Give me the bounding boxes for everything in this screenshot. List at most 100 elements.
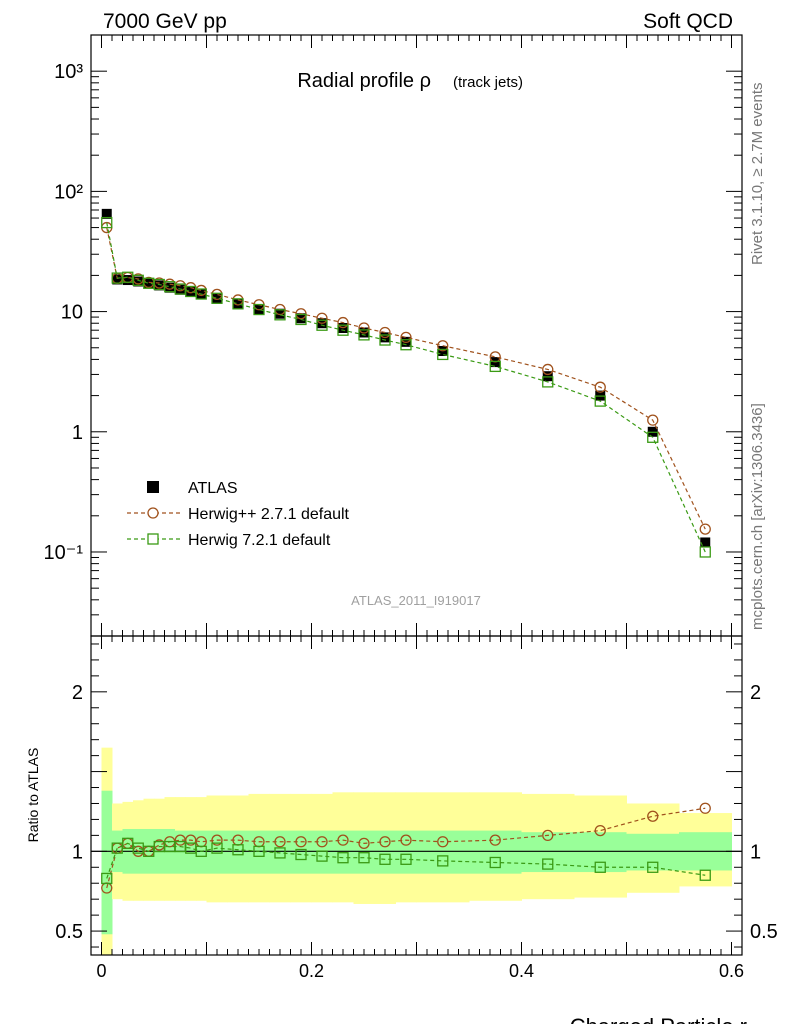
herwigpp-point [379,326,391,339]
herwig7-point [542,376,554,388]
herwigpp-point [594,381,606,393]
herwig7-point [489,856,501,869]
herwig7-point [232,844,244,856]
legend-label: Herwig 7.2.1 default [188,532,331,549]
herwig7-point [358,852,370,864]
herwig7-point [316,850,328,862]
atlas-data-point [700,537,711,548]
herwig7-point [101,216,113,229]
y-tick-label: 1 [72,422,83,444]
herwig7-point [437,348,449,361]
mcplots-label: mcplots.cern.ch [arXiv:1306.3436] [749,403,766,630]
ratio-y-tick-label-right: 2 [750,682,761,704]
atlas-data-point [133,276,144,287]
herwig7-point [437,855,449,867]
herwigpp-point [699,802,711,814]
header-left-label: 7000 GeV pp [103,10,227,33]
herwig7-point [274,309,286,321]
herwig7-point [195,845,207,857]
ratio-y-tick-label: 0.5 [55,921,83,943]
legend-circle-marker [147,507,159,519]
herwig7-point [699,546,711,558]
herwigpp-point [400,331,412,344]
ratio-uncertainty-bands [91,747,742,955]
header-right-label: Soft QCD [643,10,733,33]
ratio-band-inner [196,830,207,874]
herwig7-line [106,222,706,553]
atlas-data-point [143,278,154,289]
y-tick-label: 10⁻¹ [44,542,84,564]
main-plot-area [101,208,711,558]
analysis-watermark: ATLAS_2011_I919017 [351,593,481,608]
ratio-y-tick-label: 1 [72,841,83,863]
herwigpp-point [437,340,449,352]
herwigpp-point [699,523,711,535]
herwig7-point [274,847,286,859]
atlas-data-point [254,304,264,315]
herwig7-point [542,858,554,870]
herwigpp-point [274,836,286,848]
herwigpp-point [358,837,370,849]
rivet-version-label: Rivet 3.1.10, ≥ 2.7M events [749,83,766,266]
herwigpp-point [316,836,328,848]
ratio-band-inner [574,832,627,873]
herwig7-point [337,324,349,336]
atlas-data-point [122,275,133,286]
ratio-band-inner [206,830,228,874]
ratio-plot-area [101,802,711,894]
y-tick-label: 10³ [54,61,83,83]
ratio-band-inner [185,830,197,874]
herwigpp-point [211,834,223,846]
main-y-axis-ticks: 10⁻¹ 1 10 10² 10³ [44,34,742,637]
herwigpp-point [358,322,370,334]
ratio-band-inner [227,830,249,874]
herwig7-point [594,395,606,407]
atlas-data-point [185,286,196,297]
x-tick-label: 0.2 [299,961,324,981]
ratio-y-axis-label: Ratio to ATLAS [25,748,41,843]
ratio-band-inner [395,830,417,874]
herwigpp-point [400,834,412,846]
chart-title-suffix: (track jets) [453,74,523,91]
herwig7-point [379,334,391,346]
ratio-band-inner [626,833,680,871]
herwig7-point [647,861,659,873]
herwig7-point [195,288,207,300]
herwig7-ratio-line [106,842,706,879]
atlas-data-point [275,308,285,319]
herwigpp-point [185,834,197,846]
legend-square-marker [147,533,159,545]
ratio-y-tick-label-right: 1 [750,841,761,863]
y-tick-label: 10 [61,302,83,324]
atlas-data-point [542,371,553,382]
herwig7-point [211,292,223,304]
herwig7-point [253,303,265,316]
herwigpp-line [106,227,706,530]
herwig7-point [337,852,349,864]
atlas-data-point [154,280,165,291]
atlas-data-point [212,293,222,304]
ratio-y-tick-label: 2 [72,682,83,704]
atlas-data-point [101,208,112,219]
x-axis-label: Charged Particle r [570,1014,747,1024]
legend: ATLAS Herwig++ 2.7.1 default Herwig 7.2.1 … [127,480,350,549]
herwigpp-point [379,836,391,848]
herwigpp-point [295,308,307,320]
ratio-y-tick-label-right: 0.5 [750,921,778,943]
atlas-data-point [164,282,175,293]
ratio-y-axis-ticks: 0.5 0.5 1 1 2 2 [55,643,778,948]
herwigpp-ratio-line [106,807,706,889]
ratio-band-inner [469,830,522,874]
ratio-band-inner [521,832,575,873]
herwigpp-point [594,824,606,837]
herwig7-point [358,329,370,341]
legend-label: ATLAS [188,480,238,497]
herwig7-point [400,853,412,865]
herwig7-point [489,360,501,373]
atlas-data-point [112,274,123,285]
herwigpp-point [437,836,449,848]
herwig7-point [232,298,244,310]
herwigpp-point [647,414,659,426]
legend-atlas-marker [147,481,159,493]
